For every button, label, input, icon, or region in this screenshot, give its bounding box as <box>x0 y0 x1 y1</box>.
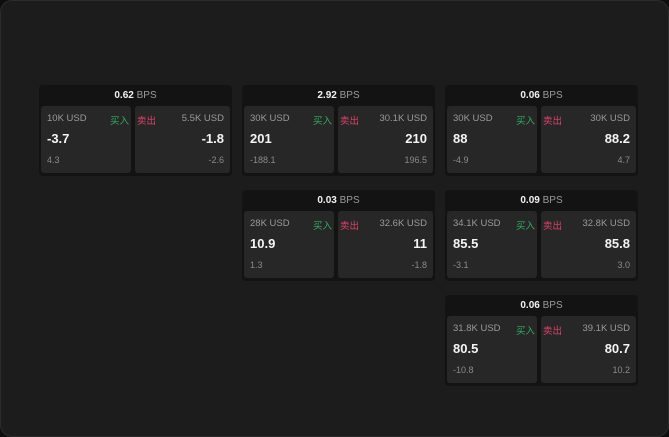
sell-label: 卖出 <box>543 116 563 127</box>
buy-panel[interactable]: 28K USD 买入 10.9 1.3 <box>244 211 334 278</box>
spread-unit: BPS <box>339 90 360 101</box>
quote-card: 0.06 BPS 31.8K USD 买入 80.5 -10.8 卖出 39.1… <box>445 295 638 386</box>
bid-size: 10K USD <box>47 113 87 124</box>
sell-panel[interactable]: 卖出 5.5K USD -1.8 -2.6 <box>135 106 230 173</box>
spread-header: 2.92 BPS <box>242 85 435 106</box>
ask-size: 32.6K USD <box>379 218 427 229</box>
quote-card: 0.03 BPS 28K USD 买入 10.9 1.3 卖出 32.6K US… <box>242 190 435 281</box>
bid-price: 80.5 <box>453 341 479 356</box>
quote-card: 0.62 BPS 10K USD 买入 -3.7 4.3 卖出 5.5K USD… <box>39 85 232 176</box>
buy-label: 买入 <box>515 326 535 337</box>
spread-value: 0.09 <box>520 195 540 206</box>
ask-size: 32.8K USD <box>582 218 630 229</box>
spread-value: 2.92 <box>317 90 337 101</box>
bid-price: 85.5 <box>453 236 479 251</box>
bid-change: 1.3 <box>250 260 263 270</box>
buy-label: 买入 <box>515 116 535 127</box>
spread-value: 0.03 <box>317 195 337 206</box>
quote-card: 2.92 BPS 30K USD 买入 201 -188.1 卖出 30.1K … <box>242 85 435 176</box>
spread-unit: BPS <box>136 90 157 101</box>
bid-change: -10.8 <box>453 365 474 375</box>
bid-price: 10.9 <box>250 236 276 251</box>
sell-panel[interactable]: 卖出 32.6K USD 11 -1.8 <box>338 211 433 278</box>
sell-label: 卖出 <box>543 326 563 337</box>
ask-size: 39.1K USD <box>582 323 630 334</box>
spread-header: 0.03 BPS <box>242 190 435 211</box>
ask-change: 4.7 <box>617 155 630 165</box>
spread-value: 0.62 <box>114 90 134 101</box>
ask-price: 210 <box>405 131 427 146</box>
sell-label: 卖出 <box>543 221 563 232</box>
spread-unit: BPS <box>339 195 360 206</box>
sell-panel[interactable]: 卖出 30.1K USD 210 196.5 <box>338 106 433 173</box>
bid-price: -3.7 <box>47 131 70 146</box>
spread-value: 0.06 <box>520 300 540 311</box>
buy-label: 买入 <box>312 116 332 127</box>
ask-change: -1.8 <box>411 260 427 270</box>
ask-change: 10.2 <box>612 365 630 375</box>
bid-size: 28K USD <box>250 218 290 229</box>
spread-header: 0.09 BPS <box>445 190 638 211</box>
bid-change: -188.1 <box>250 155 276 165</box>
quote-card: 0.09 BPS 34.1K USD 买入 85.5 -3.1 卖出 32.8K… <box>445 190 638 281</box>
sell-panel[interactable]: 卖出 39.1K USD 80.7 10.2 <box>541 316 636 383</box>
spread-header: 0.06 BPS <box>445 295 638 316</box>
sell-label: 卖出 <box>340 221 360 232</box>
bid-change: -4.9 <box>453 155 469 165</box>
quote-card: 0.06 BPS 30K USD 买入 88 -4.9 卖出 30K USD 8… <box>445 85 638 176</box>
spread-header: 0.06 BPS <box>445 85 638 106</box>
ask-price: 88.2 <box>604 131 630 146</box>
bid-price: 201 <box>250 131 272 146</box>
sell-panel[interactable]: 卖出 30K USD 88.2 4.7 <box>541 106 636 173</box>
buy-panel[interactable]: 10K USD 买入 -3.7 4.3 <box>41 106 131 173</box>
sell-panel[interactable]: 卖出 32.8K USD 85.8 3.0 <box>541 211 636 278</box>
buy-label: 买入 <box>312 221 332 232</box>
buy-panel[interactable]: 30K USD 买入 88 -4.9 <box>447 106 537 173</box>
bid-size: 31.8K USD <box>453 323 501 334</box>
ask-change: -2.6 <box>208 155 224 165</box>
ask-size: 5.5K USD <box>181 113 224 124</box>
bid-size: 30K USD <box>453 113 493 124</box>
sell-label: 卖出 <box>340 116 360 127</box>
buy-panel[interactable]: 30K USD 买入 201 -188.1 <box>244 106 334 173</box>
bid-size: 34.1K USD <box>453 218 501 229</box>
buy-panel[interactable]: 34.1K USD 买入 85.5 -3.1 <box>447 211 537 278</box>
bid-price: 88 <box>453 131 468 146</box>
ask-size: 30K USD <box>590 113 630 124</box>
spread-unit: BPS <box>542 300 563 311</box>
spread-header: 0.62 BPS <box>39 85 232 106</box>
ask-price: 85.8 <box>604 236 630 251</box>
buy-label: 买入 <box>109 116 129 127</box>
ask-change: 3.0 <box>617 260 630 270</box>
sell-label: 卖出 <box>137 116 157 127</box>
ask-size: 30.1K USD <box>379 113 427 124</box>
ask-price: 80.7 <box>604 341 630 356</box>
ask-change: 196.5 <box>404 155 427 165</box>
buy-label: 买入 <box>515 221 535 232</box>
spread-unit: BPS <box>542 195 563 206</box>
spread-value: 0.06 <box>520 90 540 101</box>
bid-change: 4.3 <box>47 155 60 165</box>
bid-size: 30K USD <box>250 113 290 124</box>
ask-price: -1.8 <box>201 131 224 146</box>
ask-price: 11 <box>413 236 427 251</box>
spread-unit: BPS <box>542 90 563 101</box>
bid-change: -3.1 <box>453 260 469 270</box>
buy-panel[interactable]: 31.8K USD 买入 80.5 -10.8 <box>447 316 537 383</box>
